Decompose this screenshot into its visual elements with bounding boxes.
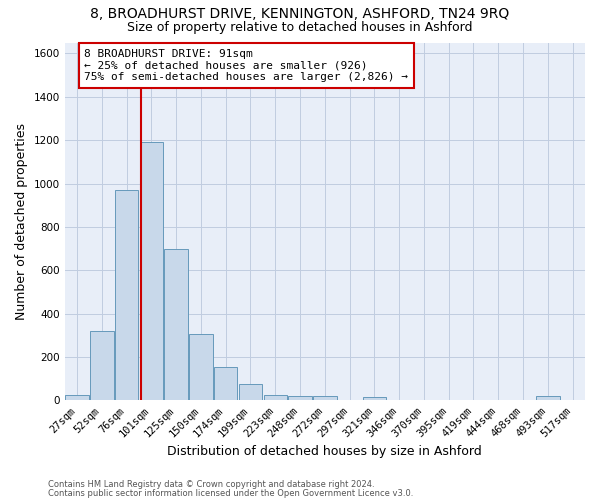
Bar bbox=[536, 396, 560, 400]
Bar bbox=[239, 384, 262, 400]
Bar bbox=[313, 396, 337, 400]
Text: 8, BROADHURST DRIVE, KENNINGTON, ASHFORD, TN24 9RQ: 8, BROADHURST DRIVE, KENNINGTON, ASHFORD… bbox=[91, 8, 509, 22]
Text: Size of property relative to detached houses in Ashford: Size of property relative to detached ho… bbox=[127, 21, 473, 34]
Bar bbox=[214, 367, 238, 400]
Bar bbox=[140, 142, 163, 400]
Bar bbox=[65, 395, 89, 400]
Text: 8 BROADHURST DRIVE: 91sqm
← 25% of detached houses are smaller (926)
75% of semi: 8 BROADHURST DRIVE: 91sqm ← 25% of detac… bbox=[85, 49, 409, 82]
Bar bbox=[164, 248, 188, 400]
Bar bbox=[90, 331, 113, 400]
Y-axis label: Number of detached properties: Number of detached properties bbox=[15, 123, 28, 320]
Bar bbox=[115, 190, 139, 400]
Bar bbox=[288, 396, 312, 400]
Text: Contains public sector information licensed under the Open Government Licence v3: Contains public sector information licen… bbox=[48, 488, 413, 498]
Bar bbox=[189, 334, 213, 400]
X-axis label: Distribution of detached houses by size in Ashford: Distribution of detached houses by size … bbox=[167, 444, 482, 458]
Bar bbox=[263, 395, 287, 400]
Text: Contains HM Land Registry data © Crown copyright and database right 2024.: Contains HM Land Registry data © Crown c… bbox=[48, 480, 374, 489]
Bar bbox=[362, 397, 386, 400]
